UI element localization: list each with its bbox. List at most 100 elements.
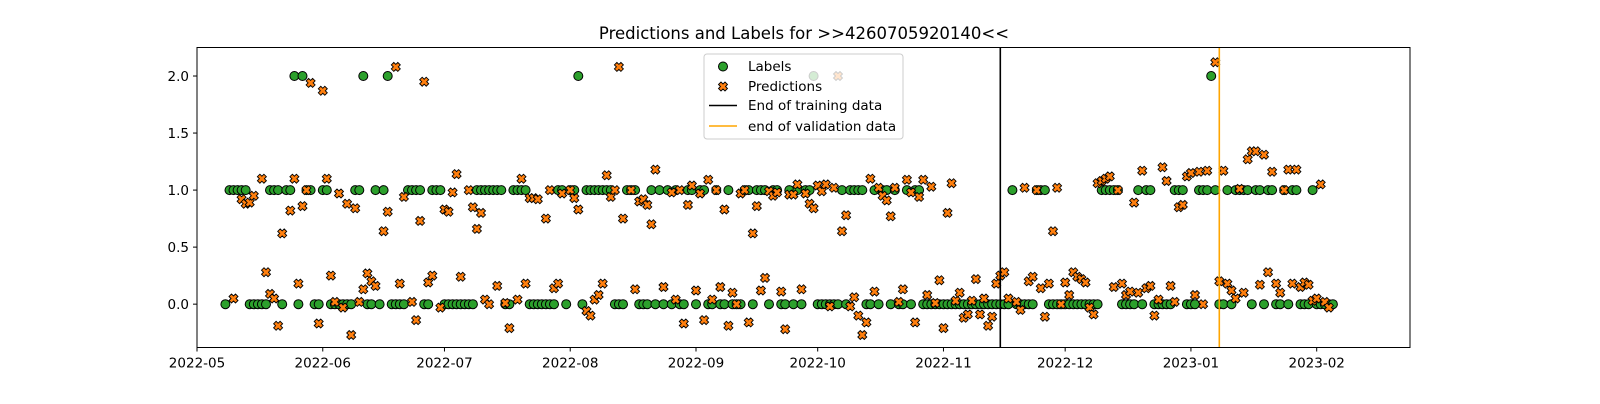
- prediction-point: [1108, 281, 1119, 293]
- label-point: [865, 299, 876, 310]
- label-point: [398, 299, 409, 310]
- label-point: [1190, 299, 1200, 310]
- prediction-point: [849, 292, 860, 303]
- legend-labels-text: Labels: [748, 59, 791, 75]
- label-point: [1283, 299, 1294, 310]
- prediction-point: [820, 179, 831, 190]
- prediction-point: [1128, 197, 1140, 208]
- x-tick-label: 2022-11: [915, 356, 971, 372]
- prediction-point: [901, 174, 913, 185]
- prediction-point: [313, 318, 324, 329]
- prediction-point: [398, 191, 410, 203]
- prediction-point: [544, 184, 556, 196]
- prediction-point: [1112, 184, 1124, 196]
- label-point: [1206, 71, 1217, 81]
- prediction-point: [1043, 278, 1055, 289]
- prediction-point: [694, 188, 706, 199]
- prediction-point: [1238, 287, 1249, 298]
- x-tick-label: 2022-12: [1037, 356, 1093, 372]
- prediction-point: [658, 281, 669, 293]
- label-point: [857, 185, 868, 196]
- prediction-point: [410, 314, 422, 326]
- prediction-point: [1104, 171, 1115, 182]
- prediction-point: [918, 174, 929, 185]
- prediction-point: [970, 273, 982, 285]
- prediction-point: [711, 184, 722, 196]
- prediction-point: [666, 187, 677, 198]
- prediction-point: [289, 173, 300, 184]
- prediction-point: [1266, 166, 1278, 177]
- prediction-point: [1051, 182, 1063, 193]
- prediction-point: [540, 213, 552, 224]
- prediction-point: [853, 310, 864, 321]
- prediction-point: [268, 293, 280, 304]
- label-point: [723, 185, 734, 196]
- prediction-point: [686, 180, 698, 191]
- prediction-point: [317, 85, 328, 96]
- prediction-point: [1027, 271, 1038, 282]
- prediction-point: [991, 278, 1002, 289]
- label-point: [618, 299, 628, 310]
- label-point: [691, 299, 701, 310]
- prediction-point: [893, 296, 904, 308]
- prediction-point: [1047, 226, 1059, 237]
- prediction-point: [1080, 277, 1091, 288]
- prediction-point: [986, 311, 998, 322]
- prediction-point: [378, 226, 389, 237]
- prediction-point: [1283, 164, 1294, 175]
- prediction-point: [443, 206, 454, 217]
- prediction-point: [483, 299, 495, 310]
- prediction-point: [1303, 279, 1314, 290]
- prediction-point: [1323, 302, 1335, 313]
- label-point: [1291, 185, 1302, 196]
- prediction-point: [845, 301, 856, 312]
- prediction-point: [516, 173, 527, 184]
- prediction-point: [467, 202, 479, 213]
- label-point: [220, 299, 231, 310]
- label-point: [346, 299, 357, 310]
- prediction-point: [354, 296, 365, 308]
- prediction-point: [585, 310, 596, 321]
- prediction-point: [792, 179, 803, 190]
- prediction-point: [463, 184, 474, 196]
- label-point: [358, 71, 369, 81]
- prediction-point: [800, 188, 811, 199]
- prediction-point: [881, 195, 892, 206]
- label-point: [1027, 299, 1038, 310]
- prediction-point: [492, 280, 503, 292]
- prediction-point: [707, 294, 718, 305]
- label-point: [1210, 185, 1221, 196]
- prediction-point: [950, 295, 961, 306]
- prediction-point: [913, 191, 925, 203]
- prediction-point: [293, 278, 304, 289]
- prediction-point: [670, 294, 681, 305]
- label-point: [277, 299, 288, 310]
- prediction-point: [857, 329, 868, 341]
- prediction-point: [1031, 184, 1042, 196]
- prediction-point: [552, 278, 564, 289]
- prediction-point: [873, 182, 884, 193]
- prediction-point: [962, 309, 973, 320]
- prediction-point: [1210, 57, 1221, 68]
- prediction-point: [828, 182, 840, 193]
- prediction-point: [1279, 184, 1290, 196]
- label-point: [747, 299, 758, 310]
- label-point: [1137, 299, 1148, 310]
- prediction-point: [337, 302, 349, 313]
- prediction-point: [435, 302, 446, 313]
- label-point: [285, 185, 296, 196]
- plot-area-frame: [196, 47, 1411, 348]
- label-point: [561, 299, 572, 310]
- label-point: [1177, 185, 1188, 196]
- prediction-point: [909, 317, 921, 328]
- prediction-point: [1169, 296, 1180, 308]
- prediction-point: [1270, 278, 1282, 289]
- prediction-point: [751, 200, 762, 212]
- prediction-point: [1287, 278, 1298, 289]
- prediction-point: [305, 77, 316, 89]
- x-tick-label: 2022-10: [789, 356, 845, 372]
- label-point: [1246, 299, 1257, 310]
- label-point: [366, 299, 377, 310]
- label-point: [873, 299, 884, 310]
